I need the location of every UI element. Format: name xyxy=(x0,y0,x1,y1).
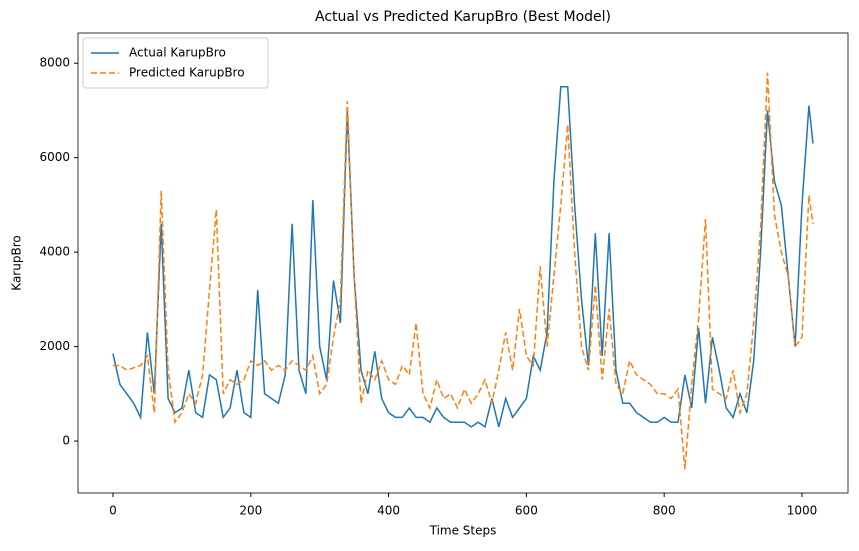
x-tick-label: 1000 xyxy=(787,504,818,518)
x-tick-label: 600 xyxy=(515,504,538,518)
x-tick-label: 0 xyxy=(109,504,117,518)
legend-box xyxy=(82,37,269,89)
y-tick-label: 0 xyxy=(62,434,70,448)
y-tick-label: 2000 xyxy=(39,339,70,353)
x-tick-label: 400 xyxy=(377,504,400,518)
y-tick-label: 6000 xyxy=(39,150,70,164)
legend-label: Actual KarupBro xyxy=(129,46,226,60)
x-tick-label: 200 xyxy=(239,504,262,518)
y-axis-label: KarupBro xyxy=(10,235,24,290)
legend-label: Predicted KarupBro xyxy=(129,66,245,80)
plot-frame xyxy=(77,32,849,494)
series-line xyxy=(112,86,814,429)
y-tick-label: 8000 xyxy=(39,56,70,70)
x-tick-label: 800 xyxy=(653,504,676,518)
y-tick-label: 4000 xyxy=(39,245,70,259)
x-axis-label: Time Steps xyxy=(429,524,497,538)
chart-title: Actual vs Predicted KarupBro (Best Model… xyxy=(315,9,611,25)
series-line xyxy=(113,72,814,470)
